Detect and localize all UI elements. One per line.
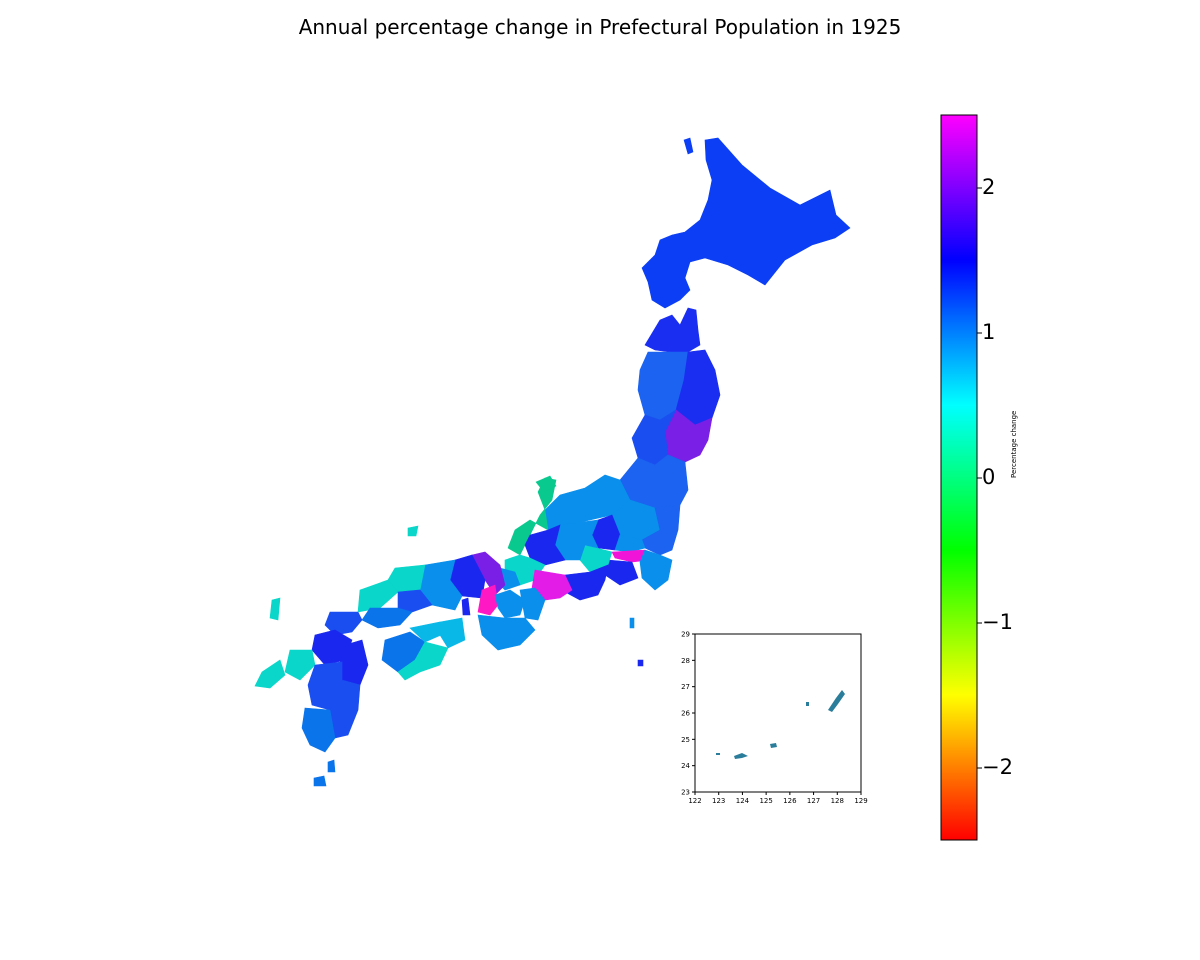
- inset-x-tick-label: 126: [783, 797, 797, 805]
- region-nagasaki: [254, 659, 286, 689]
- colorbar-tick-label: −1: [982, 610, 1013, 634]
- colorbar-ticks: [977, 187, 982, 769]
- inset-x-tick-label: 125: [759, 797, 772, 805]
- region-tsushima: [269, 597, 281, 621]
- inset-x-tick-label: 122: [688, 797, 701, 805]
- inset-y-tick-label: 28: [681, 657, 690, 665]
- region-hachijo: [637, 659, 644, 667]
- region-saga: [284, 649, 316, 681]
- region-chiba: [639, 549, 673, 591]
- region-sado: [535, 475, 557, 493]
- region-kanagawa: [604, 559, 639, 586]
- region-miyazaki: [329, 679, 361, 739]
- inset-y-tick-label: 26: [681, 710, 690, 718]
- region-oki: [407, 525, 419, 537]
- region-aomori: [644, 307, 701, 353]
- region-osaka: [477, 584, 499, 616]
- inset-islands: [716, 690, 845, 759]
- inset-ishigaki: [734, 753, 748, 759]
- region-kagoshima: [301, 707, 336, 753]
- region-toyama: [507, 477, 557, 556]
- region-gifu: [524, 524, 566, 566]
- region-nara: [494, 589, 526, 619]
- region-wakayama: [477, 614, 536, 651]
- inset-y-tick-label: 23: [681, 789, 690, 797]
- colorbar-tick-label: 1: [982, 320, 996, 344]
- inset-y-tick-label: 27: [681, 683, 690, 691]
- colorbar-label: Percentage change: [1010, 410, 1018, 478]
- region-kochi: [397, 641, 449, 681]
- inset-y-tick-label: 24: [681, 762, 690, 770]
- inset-x-tick-label: 128: [831, 797, 844, 805]
- region-shizuoka: [564, 564, 609, 601]
- region-amami: [327, 759, 336, 773]
- map-title: Annual percentage change in Prefectural …: [298, 15, 902, 39]
- inset-frame: [694, 633, 862, 793]
- inset-x-tick-label: 129: [854, 797, 867, 805]
- region-aichi: [531, 569, 573, 601]
- inset-yonaguni: [716, 753, 720, 755]
- inset-x-tick-label: 123: [712, 797, 725, 805]
- region-mie: [519, 587, 546, 621]
- region-hokkaido: [641, 137, 851, 309]
- inset-y-tick-label: 25: [681, 736, 690, 744]
- region-awaji: [461, 597, 471, 616]
- region-shimane: [357, 579, 399, 613]
- inset-x-tick-label: 124: [736, 797, 750, 805]
- colorbar-tick-label: 2: [982, 175, 996, 199]
- inset-y-tick-label: 29: [681, 631, 690, 639]
- region-hokkaido-island: [683, 137, 694, 155]
- region-yakushima: [313, 775, 327, 787]
- region-tokushima: [439, 617, 466, 649]
- inset-x-tick-label: 127: [807, 797, 820, 805]
- region-okayama: [397, 589, 433, 613]
- colorbar: [940, 114, 978, 841]
- region-hiroshima: [361, 607, 413, 629]
- region-yamaguchi: [324, 611, 363, 636]
- inset-okinawa-main: [828, 690, 845, 712]
- colorbar-tick-label: −2: [982, 755, 1013, 779]
- colorbar-tick-label: 0: [982, 465, 996, 489]
- inset-okinawa-small: [806, 702, 809, 706]
- region-oita: [339, 639, 369, 686]
- region-izu-island: [629, 617, 635, 629]
- inset-miyako: [770, 743, 777, 748]
